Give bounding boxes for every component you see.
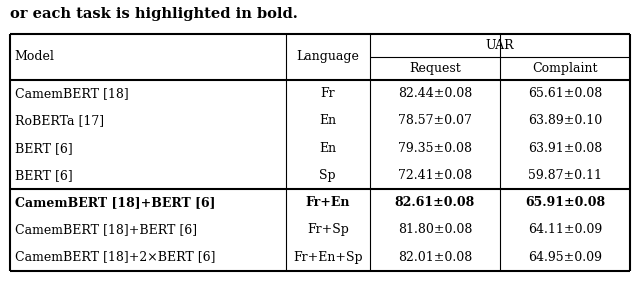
Text: 82.61±0.08: 82.61±0.08 — [395, 196, 475, 209]
Text: BERT [6]: BERT [6] — [15, 169, 72, 182]
Text: En: En — [319, 114, 337, 127]
Text: or each task is highlighted in bold.: or each task is highlighted in bold. — [10, 7, 298, 21]
Text: Complaint: Complaint — [532, 62, 598, 75]
Text: Model: Model — [15, 50, 54, 63]
Text: 64.11±0.09: 64.11±0.09 — [528, 223, 602, 236]
Text: CamemBERT [18]+BERT [6]: CamemBERT [18]+BERT [6] — [15, 223, 197, 236]
Text: 59.87±0.11: 59.87±0.11 — [528, 169, 602, 182]
Text: 72.41±0.08: 72.41±0.08 — [398, 169, 472, 182]
Text: 82.44±0.08: 82.44±0.08 — [397, 87, 472, 100]
Text: Fr+En: Fr+En — [305, 196, 350, 209]
Text: 78.57±0.07: 78.57±0.07 — [398, 114, 472, 127]
Text: CamemBERT [18]: CamemBERT [18] — [15, 87, 129, 100]
Text: CamemBERT [18]+BERT [6]: CamemBERT [18]+BERT [6] — [15, 196, 215, 209]
Text: 65.91±0.08: 65.91±0.08 — [525, 196, 605, 209]
Text: BERT [6]: BERT [6] — [15, 142, 72, 155]
Text: RoBERTa [17]: RoBERTa [17] — [15, 114, 104, 127]
Text: Language: Language — [296, 50, 359, 63]
Text: 63.89±0.10: 63.89±0.10 — [528, 114, 602, 127]
Text: 65.61±0.08: 65.61±0.08 — [528, 87, 602, 100]
Text: 63.91±0.08: 63.91±0.08 — [528, 142, 602, 155]
Text: En: En — [319, 142, 337, 155]
Text: Fr: Fr — [321, 87, 335, 100]
Text: UAR: UAR — [486, 39, 515, 52]
Text: Fr+Sp: Fr+Sp — [307, 223, 349, 236]
Text: 79.35±0.08: 79.35±0.08 — [398, 142, 472, 155]
Text: Fr+En+Sp: Fr+En+Sp — [293, 251, 363, 264]
Text: 64.95±0.09: 64.95±0.09 — [528, 251, 602, 264]
Text: 81.80±0.08: 81.80±0.08 — [397, 223, 472, 236]
Text: Sp: Sp — [319, 169, 336, 182]
Text: CamemBERT [18]+2×BERT [6]: CamemBERT [18]+2×BERT [6] — [15, 251, 215, 264]
Text: Request: Request — [409, 62, 461, 75]
Text: 82.01±0.08: 82.01±0.08 — [397, 251, 472, 264]
